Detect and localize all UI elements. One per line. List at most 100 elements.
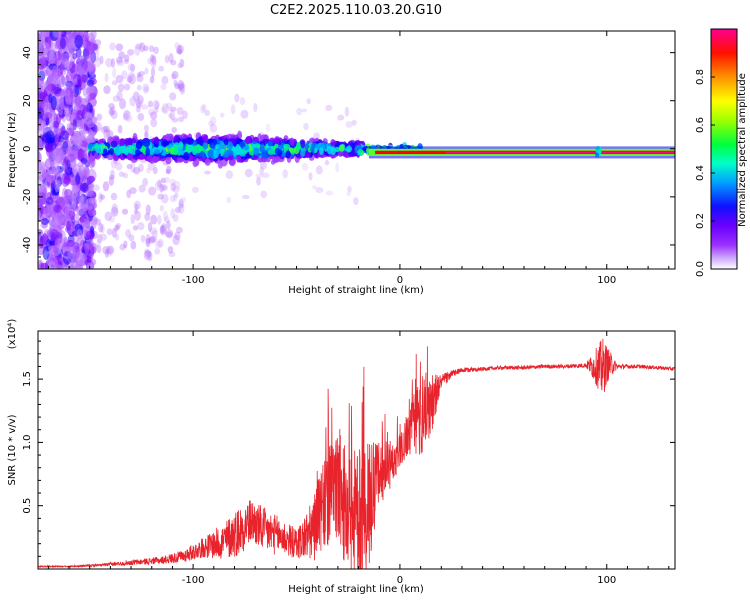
y-tick-label: 40 xyxy=(22,46,33,59)
snr-series-line xyxy=(38,338,675,569)
spectrogram-cell xyxy=(173,146,179,155)
spectrogram-cell xyxy=(300,148,306,157)
y-tick-label: 0.5 xyxy=(22,498,33,514)
spectrogram-cell xyxy=(67,193,74,200)
spectrogram-cell xyxy=(150,57,157,69)
spectrogram-cell xyxy=(125,229,131,238)
spectrogram-cell xyxy=(95,49,100,58)
spectrogram-cell xyxy=(209,142,216,149)
spectrogram-cell xyxy=(161,106,167,113)
spectrogram-cell xyxy=(147,57,152,65)
spectrogram-cell xyxy=(143,124,150,132)
spectrogram-cell xyxy=(116,59,125,67)
spectrogram-cell xyxy=(122,172,129,179)
colorbar-ticks: 0.0 0.2 0.4 0.6 0.8 xyxy=(695,69,715,277)
spectrogram-cell xyxy=(102,246,110,255)
spectrogram-cell xyxy=(306,98,311,105)
spectrogram-cell xyxy=(59,130,70,141)
spectrogram-cell xyxy=(301,108,308,113)
spectrogram-cell xyxy=(63,109,72,116)
spectrogram-cell xyxy=(165,102,173,109)
spectrogram-cell xyxy=(48,245,54,253)
spectrogram-cell xyxy=(71,185,79,199)
colorbar-tick-label: 0.6 xyxy=(695,117,706,133)
spectrogram-cell xyxy=(219,148,225,155)
spectrogram-cell xyxy=(171,126,178,133)
spectrogram-cell xyxy=(160,225,165,234)
spectrogram-cell xyxy=(252,136,259,142)
spectrogram-cell xyxy=(135,98,143,108)
spectrogram-cell xyxy=(130,213,136,225)
spectrogram-cell xyxy=(217,161,223,169)
spectrogram-cell xyxy=(296,141,301,151)
spectrogram-cell xyxy=(204,109,210,116)
spectrogram-cell xyxy=(72,167,78,176)
spectrogram-cell xyxy=(48,93,53,104)
spectrogram-cell xyxy=(128,73,136,85)
spectrogram-cell xyxy=(345,121,353,128)
spectrogram-cell xyxy=(40,262,49,269)
spectrogram-cell xyxy=(100,223,105,234)
spectrogram-cell xyxy=(123,240,128,249)
spectrogram-cell xyxy=(168,53,174,64)
spectrogram-cell xyxy=(104,211,113,222)
spectrogram-cell xyxy=(174,82,180,90)
spectrogram-cell xyxy=(157,193,164,200)
spectrogram-cell xyxy=(110,169,115,178)
spectrogram-cell xyxy=(118,98,127,110)
spectrogram-cell xyxy=(117,124,123,134)
spectrogram-cell xyxy=(201,103,207,112)
spectrogram-cell xyxy=(60,52,70,62)
spectrogram-cell xyxy=(136,74,144,83)
spectrogram-cell xyxy=(129,96,137,107)
spectrogram-cell xyxy=(88,63,96,77)
spectrogram-cell xyxy=(118,51,125,59)
spectrogram-cell xyxy=(166,220,171,230)
spectrogram-cell xyxy=(48,115,54,130)
spectrogram-cell xyxy=(144,67,149,75)
spectrogram-cell xyxy=(234,93,240,103)
y-tick-label: 20 xyxy=(22,94,33,107)
colorbar-tick-label: 0.4 xyxy=(695,165,706,181)
spectrogram-cell xyxy=(168,113,173,119)
spectrogram-cell xyxy=(239,150,246,157)
spectrogram-cell xyxy=(45,196,54,205)
spectrogram-cell xyxy=(110,192,118,201)
spectrogram-cell xyxy=(239,141,246,148)
spectrogram-cell xyxy=(110,140,118,148)
x-tick-label: 0 xyxy=(397,275,403,286)
spectrogram-cell xyxy=(102,181,110,192)
spectrogram-cell xyxy=(136,101,142,109)
spectrogram-cell xyxy=(85,230,95,240)
spectrogram-cell xyxy=(136,84,142,91)
spectrogram-cell xyxy=(178,83,184,90)
spectrogram-cell xyxy=(261,172,270,179)
spectrogram-line-peak xyxy=(445,151,675,154)
spectrogram-cell xyxy=(159,184,164,193)
spectrogram-cell xyxy=(161,193,169,204)
spectrogram-cell xyxy=(226,141,233,150)
spectrogram-cell xyxy=(148,45,155,53)
spectrogram-cell xyxy=(94,56,101,68)
spectrogram-cell xyxy=(66,153,76,163)
spectrogram-cell xyxy=(170,59,177,66)
spectrogram-cell xyxy=(64,189,69,204)
spectrogram-cell xyxy=(78,164,86,179)
spectrogram-cell xyxy=(191,186,199,194)
spectrogram-cell xyxy=(151,55,157,65)
spectrogram-cell xyxy=(289,137,295,146)
spectrogram-cell xyxy=(152,99,160,110)
spectrogram-cell xyxy=(66,220,71,231)
spectrogram-cell xyxy=(154,240,162,249)
spectrogram-marks xyxy=(38,31,675,269)
spectrogram-cell xyxy=(163,176,170,184)
snr-frame xyxy=(37,330,676,570)
spectrogram-cell xyxy=(65,91,71,103)
spectrogram-cell xyxy=(255,173,264,179)
spectrogram-cell xyxy=(48,51,56,64)
spectrogram-cell xyxy=(109,42,116,51)
spectrogram-cell xyxy=(178,202,185,214)
spectrogram-cell xyxy=(126,75,133,83)
spectrogram-cell xyxy=(154,136,159,145)
colorbar-tick-label: 0.2 xyxy=(695,213,706,229)
